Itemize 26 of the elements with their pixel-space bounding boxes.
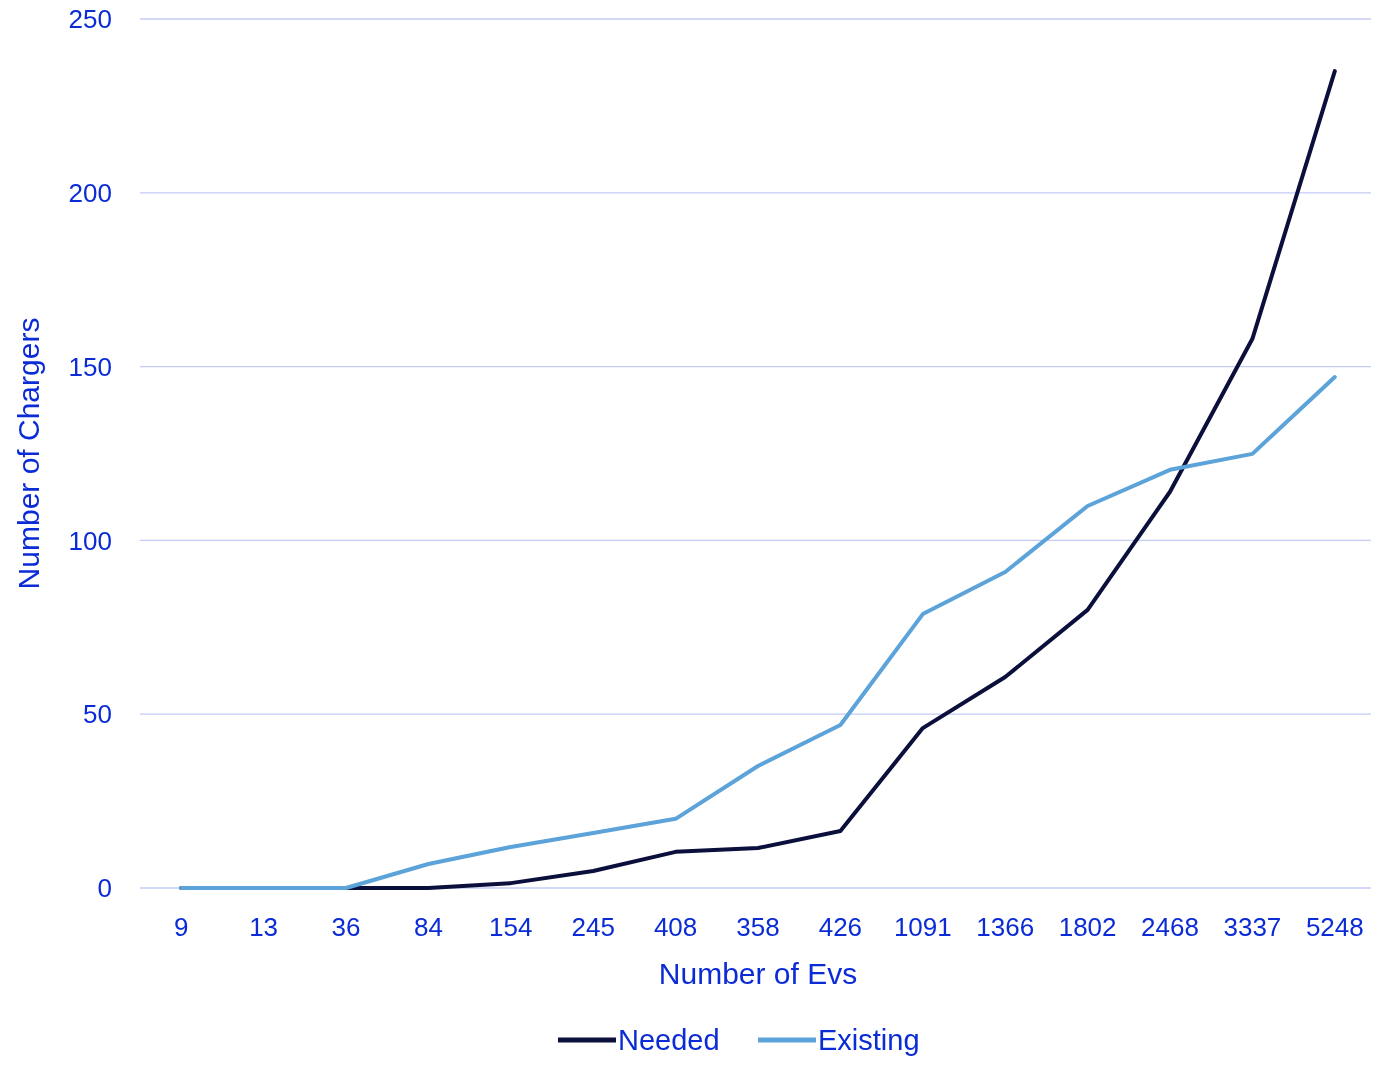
x-tick-label: 2468: [1141, 912, 1199, 942]
x-tick-label: 84: [413, 912, 443, 942]
y-tick-label: 200: [68, 177, 112, 208]
x-tick-label: 1802: [1058, 912, 1117, 942]
y-tick-label: 100: [68, 525, 112, 556]
x-tick-label: 36: [331, 912, 361, 942]
legend-label: Needed: [618, 1024, 720, 1056]
x-tick-label: 154: [489, 912, 533, 942]
x-tick-label: 426: [818, 912, 863, 942]
x-tick-label: 1366: [976, 912, 1035, 942]
legend-label: Existing: [818, 1024, 920, 1056]
y-tick-label: 250: [68, 4, 112, 35]
x-tick-label: 245: [571, 912, 615, 942]
x-tick-label: 408: [653, 912, 698, 942]
x-axis-title: Number of Evs: [658, 957, 858, 990]
y-tick-label: 50: [83, 699, 112, 730]
line-series: [179, 375, 1337, 890]
x-tick-label: 358: [736, 912, 780, 942]
y-tick-label: 0: [97, 873, 112, 904]
x-tick-label: 5248: [1305, 912, 1364, 942]
y-tick-label: 150: [68, 351, 112, 382]
x-tick-label: 1091: [893, 912, 952, 942]
x-tick-label: 13: [249, 912, 279, 942]
y-axis-title: Number of Chargers: [12, 317, 45, 590]
x-tick-label: 9: [173, 912, 189, 942]
x-tick-label: 3337: [1223, 912, 1282, 942]
